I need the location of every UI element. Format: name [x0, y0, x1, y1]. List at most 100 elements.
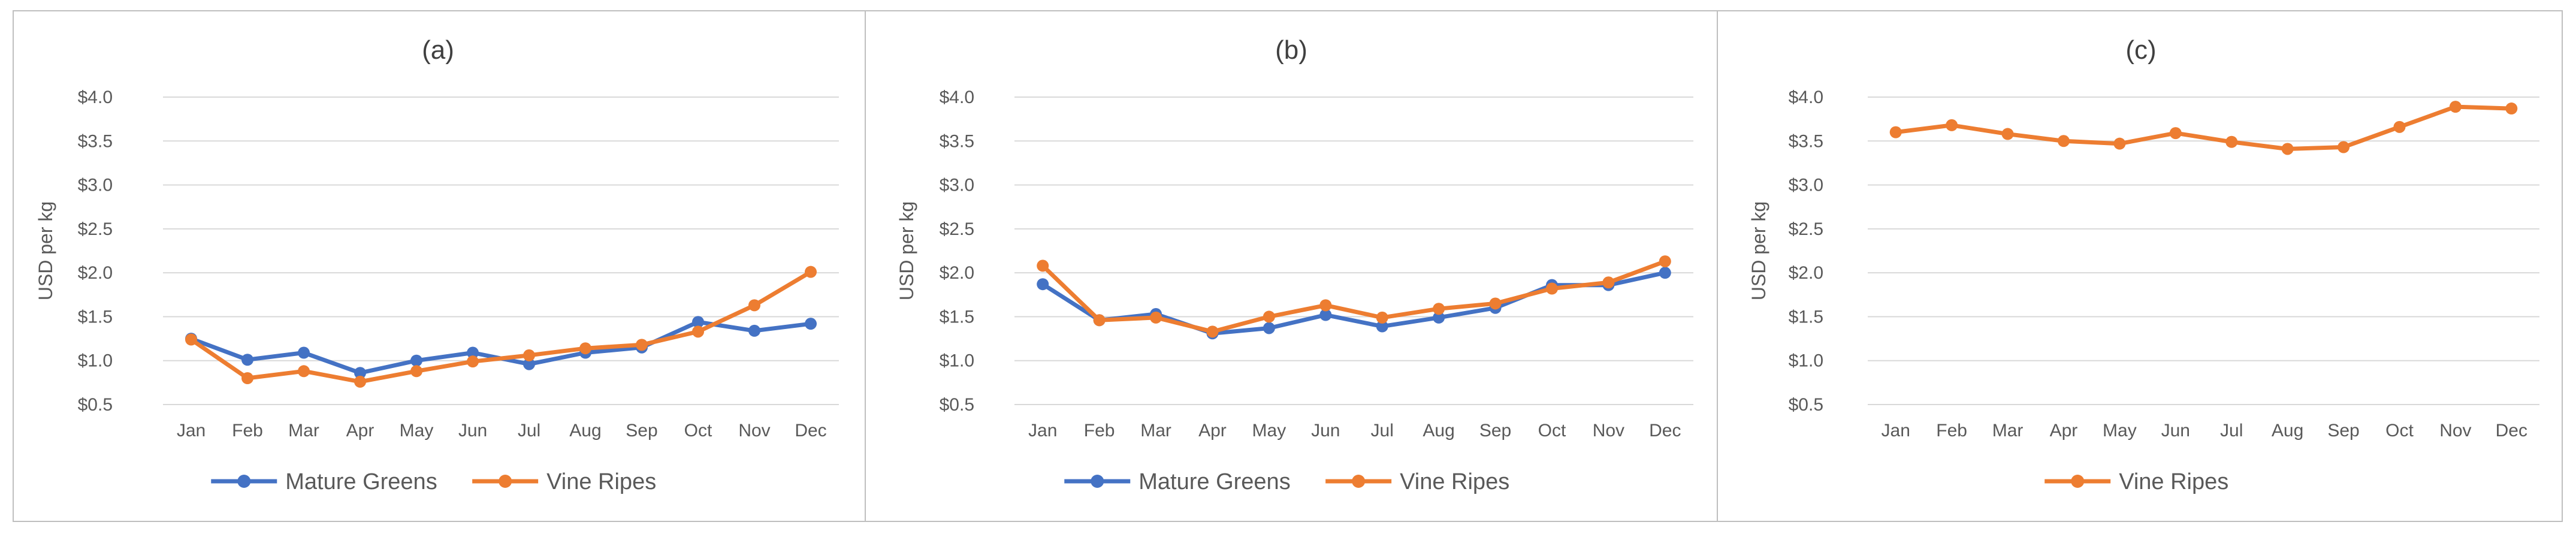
legend-item: Mature Greens: [211, 469, 437, 494]
legend-item: Mature Greens: [1064, 469, 1291, 494]
x-tick-label: May: [400, 421, 434, 441]
y-tick-label: $1.5: [1789, 307, 1823, 327]
y-tick-label: $3.5: [940, 131, 974, 151]
data-point: [185, 333, 197, 346]
chart-title: (b): [1275, 35, 1307, 65]
legend-label: Mature Greens: [1138, 469, 1290, 494]
legend: Vine Ripes: [2045, 469, 2228, 494]
chart-panel-a: (a) $0.5 $1.0 $1.5 $2.0 $2.5 $3.0 $3.5 $4.0 Jan Fe…: [13, 10, 866, 522]
x-tick-label: Aug: [2272, 421, 2303, 441]
series-line: [1040, 259, 1668, 334]
data-point: [579, 342, 591, 355]
data-point: [1889, 126, 1902, 138]
x-tick-label: Jun: [2161, 421, 2190, 441]
legend-swatch-marker: [2071, 475, 2085, 488]
data-point: [2113, 137, 2126, 150]
panel-frame: [13, 10, 866, 522]
data-point: [1263, 310, 1275, 323]
data-point: [805, 318, 817, 330]
data-point: [1150, 311, 1162, 324]
x-tick-label: Feb: [232, 421, 263, 441]
data-point: [1319, 299, 1332, 312]
y-tick-label: $0.5: [78, 395, 113, 415]
data-point: [467, 355, 479, 368]
x-tick-label: Feb: [1084, 421, 1115, 441]
y-tick-label: $2.5: [940, 219, 974, 239]
y-gridlines: [1868, 96, 2539, 405]
y-tick-label: $2.5: [1789, 219, 1823, 239]
legend-label: Vine Ripes: [1400, 469, 1509, 494]
data-point: [410, 354, 422, 367]
data-point: [298, 365, 310, 378]
y-tick-label: $0.5: [1789, 395, 1823, 415]
y-tick-label: $3.0: [1789, 176, 1823, 195]
x-tick-label: Jul: [1371, 421, 1394, 441]
data-point: [467, 346, 479, 359]
x-tick-label: May: [2103, 421, 2137, 441]
legend-label: Mature Greens: [285, 469, 437, 494]
data-point: [1263, 322, 1275, 334]
data-point: [2169, 127, 2182, 140]
data-point: [410, 365, 422, 378]
y-gridlines: [1014, 96, 1693, 405]
chart-panel-c: (c) $0.5 $1.0 $1.5 $2.0 $2.5 $3.0 $3.5 $4.0 Jan Fe…: [1717, 10, 2563, 522]
x-tick-label: Sep: [626, 421, 657, 441]
legend-swatch-marker: [237, 475, 251, 488]
y-tick-label: $3.5: [78, 131, 113, 151]
x-tick-label: Feb: [1936, 421, 1967, 441]
data-point: [1376, 311, 1388, 324]
data-point: [1602, 276, 1615, 289]
x-tick-label: Dec: [2496, 421, 2527, 441]
data-point: [748, 324, 760, 337]
data-point: [2338, 141, 2350, 153]
data-point: [1319, 309, 1332, 321]
x-tick-label: Nov: [1593, 421, 1624, 441]
y-tick-label: $0.5: [940, 395, 974, 415]
y-tick-label: $3.5: [1789, 131, 1823, 151]
data-point: [354, 367, 366, 379]
data-point: [1037, 278, 1049, 291]
x-tick-label: Jul: [518, 421, 540, 441]
legend-swatch-marker: [1091, 475, 1104, 488]
series-vine-ripes: [185, 266, 817, 388]
data-point: [354, 375, 366, 388]
series-line: [189, 270, 813, 384]
legend: Mature Greens Vine Ripes: [211, 469, 656, 494]
legend-item: Vine Ripes: [1325, 469, 1509, 494]
data-point: [2393, 120, 2406, 133]
y-tick-label: $1.5: [940, 307, 974, 327]
series-line: [1040, 270, 1668, 336]
data-point: [692, 316, 704, 328]
y-tick-label: $4.0: [1789, 88, 1823, 107]
x-tick-label: Mar: [1992, 421, 2024, 441]
data-point: [636, 339, 648, 351]
panel-frame: [1717, 10, 2563, 522]
x-tick-label: Jan: [177, 421, 206, 441]
legend-label: Vine Ripes: [2119, 469, 2228, 494]
data-point: [1433, 311, 1445, 324]
x-tick-label: Apr: [1198, 421, 1227, 441]
y-tick-label: $1.0: [78, 351, 113, 371]
data-point: [692, 325, 704, 338]
y-tick-label: $1.0: [1789, 351, 1823, 371]
x-tick-label: Apr: [2050, 421, 2078, 441]
data-point: [1946, 119, 1958, 131]
x-tick-label: Oct: [684, 421, 712, 441]
data-point: [1489, 297, 1502, 310]
y-tick-label: $2.0: [78, 263, 113, 283]
series-line: [1894, 104, 2514, 151]
legend-label: Vine Ripes: [546, 469, 656, 494]
x-tick-label: May: [1252, 421, 1287, 441]
series-vine-ripes: [1889, 101, 2518, 155]
x-tick-label: Jun: [1311, 421, 1340, 441]
x-tick-label: Sep: [2327, 421, 2359, 441]
x-tick-label: Mar: [1140, 421, 1171, 441]
data-point: [2505, 102, 2518, 115]
y-axis-label: USD per kg: [896, 201, 917, 300]
legend-item: Vine Ripes: [2045, 469, 2228, 494]
data-point: [2281, 143, 2294, 155]
data-point: [1545, 282, 1558, 295]
legend-swatch-marker: [1352, 475, 1366, 488]
legend-swatch-marker: [499, 475, 512, 488]
